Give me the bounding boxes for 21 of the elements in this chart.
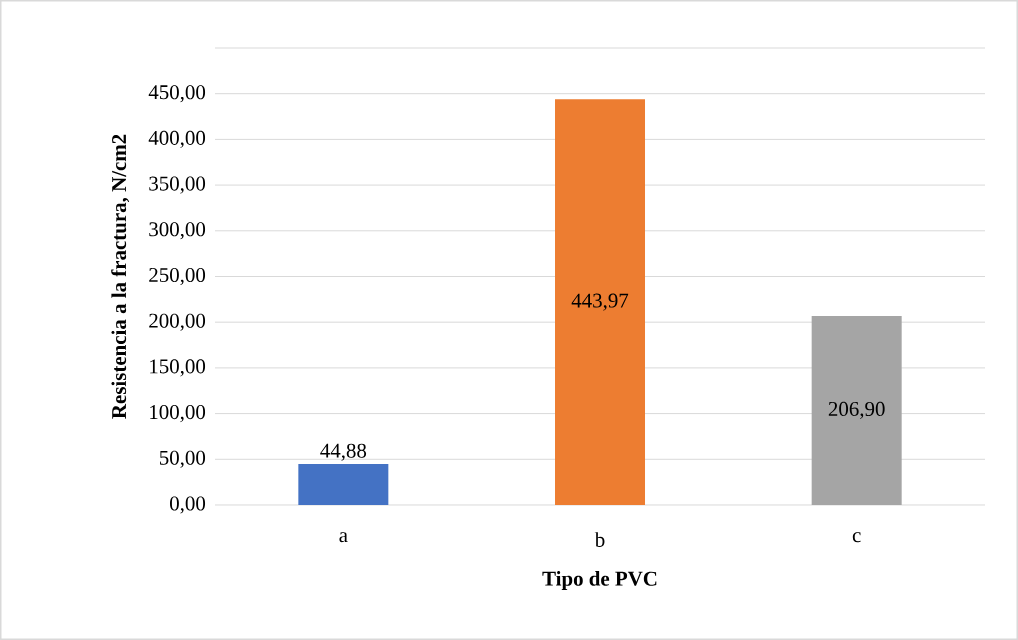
bar xyxy=(555,99,646,505)
y-tick-label: 150,00 xyxy=(150,359,206,377)
y-tick-label: 0,00 xyxy=(170,496,206,514)
x-tick-label: b xyxy=(594,532,605,547)
y-tick-label: 400,00 xyxy=(148,130,206,148)
data-label: 443,97 xyxy=(571,293,629,311)
x-tick-label: c xyxy=(852,532,861,543)
x-tick-label: a xyxy=(339,532,348,543)
x-axis-title: Tipo de PVC xyxy=(542,571,657,590)
y-tick-label: 100,00 xyxy=(150,405,206,423)
y-tick-label: 300,00 xyxy=(149,222,206,240)
bar xyxy=(298,463,389,505)
bar xyxy=(811,315,902,505)
y-tick-label: 450,00 xyxy=(148,85,206,103)
y-tick-label: 250,00 xyxy=(149,267,206,286)
data-label: 206,90 xyxy=(828,401,885,419)
y-tick-label: 50,00 xyxy=(159,450,206,468)
y-tick-label: 350,00 xyxy=(149,176,206,194)
y-axis-title: Resistencia a la fractura, N/cm2 xyxy=(111,134,130,419)
y-tick-label: 200,00 xyxy=(149,313,206,331)
data-label: 44,88 xyxy=(320,443,367,461)
